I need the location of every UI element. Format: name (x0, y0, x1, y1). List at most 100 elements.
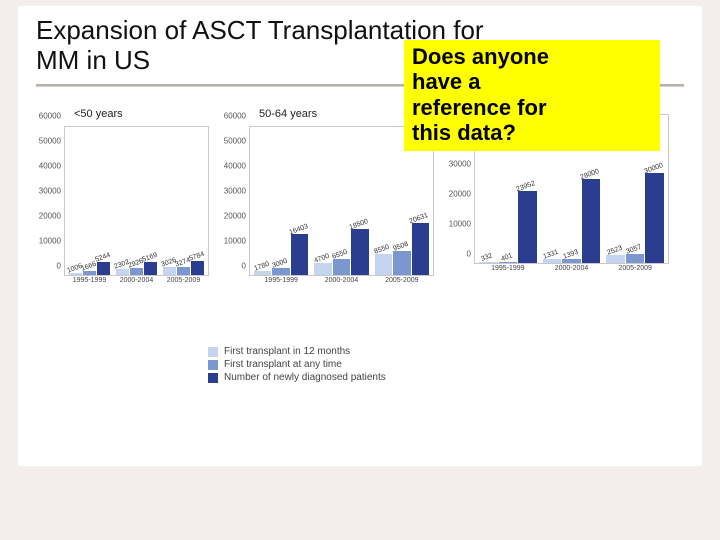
x-group-label: 2000-2004 (120, 277, 153, 284)
y-tick-label: 50000 (39, 137, 61, 146)
y-axis: 0100002000030000400005000060000 (210, 127, 248, 275)
bar-value-label: 1780 (253, 260, 270, 272)
y-tick-label: 0 (242, 262, 246, 271)
bar: 18500 (351, 229, 368, 275)
x-group-label: 1995-1999 (491, 265, 524, 272)
chart-panel: <50 years0100002000030000400005000060000… (24, 108, 209, 338)
y-tick-label: 10000 (39, 237, 61, 246)
bar: 3274 (177, 267, 190, 275)
bar-value-label: 5784 (188, 250, 205, 262)
bar: 2302 (116, 269, 129, 275)
x-group-label: 1995-1999 (73, 277, 106, 284)
bar-value-label: 30000 (643, 162, 664, 175)
y-tick-label: 40000 (224, 162, 246, 171)
legend-swatch (208, 347, 218, 357)
bar: 401 (499, 262, 518, 263)
bar: 3057 (626, 254, 645, 263)
bar-value-label: 1666 (80, 261, 97, 273)
x-group-label: 1995-1999 (264, 277, 297, 284)
note-line-3: reference for (412, 95, 652, 120)
bar-group: 17803000164031995-1999 (254, 127, 308, 275)
bar-group: 1006166652441995-1999 (69, 127, 110, 275)
chart-plot-area: 0100002000030000400005000060000100616665… (64, 126, 209, 276)
legend-label: Number of newly diagnosed patients (224, 372, 386, 383)
x-group-label: 2005-2009 (385, 277, 418, 284)
bar-value-label: 20631 (409, 213, 430, 226)
bar-group: 47006550185002000-2004 (314, 127, 368, 275)
y-tick-label: 20000 (39, 212, 61, 221)
bar-value-label: 2523 (606, 245, 623, 257)
bar: 1780 (254, 271, 271, 275)
chart-panel: 50-64 years01000020000300004000050000600… (209, 108, 434, 338)
y-axis: 0100002000030000400005000060000 (25, 127, 63, 275)
bar: 332 (479, 262, 498, 263)
bar: 20631 (412, 223, 429, 275)
bar: 3000 (272, 268, 289, 276)
bar: 2926 (130, 268, 143, 275)
bar: 9508 (393, 251, 410, 275)
legend-label: First transplant in 12 months (224, 346, 350, 357)
legend-label: First transplant at any time (224, 359, 342, 370)
bar-value-label: 401 (500, 252, 513, 263)
y-tick-label: 20000 (224, 212, 246, 221)
y-tick-label: 20000 (449, 190, 471, 199)
bar-group: 2302292651692000-2004 (116, 127, 157, 275)
bar-value-label: 332 (480, 252, 493, 263)
bar: 2523 (606, 255, 625, 263)
y-tick-label: 0 (467, 250, 471, 259)
panel-title: <50 years (74, 108, 209, 120)
bar: 8550 (375, 254, 392, 275)
bar: 30000 (645, 173, 664, 263)
bar: 1393 (562, 259, 581, 263)
bar-value-label: 3000 (271, 257, 288, 269)
y-tick-label: 10000 (449, 220, 471, 229)
bar-value-label: 3057 (625, 244, 642, 256)
bar-value-label: 23952 (516, 180, 537, 193)
y-tick-label: 60000 (39, 112, 61, 121)
bar: 5784 (191, 261, 204, 275)
x-group-label: 2005-2009 (167, 277, 200, 284)
bar: 4700 (314, 263, 331, 275)
chart-legend: First transplant in 12 months First trans… (208, 346, 386, 385)
y-tick-label: 60000 (224, 112, 246, 121)
bar: 1666 (83, 271, 96, 275)
bar-value-label: 6550 (332, 248, 349, 260)
bar-value-label: 1393 (562, 249, 579, 261)
bar: 28000 (582, 179, 601, 263)
y-tick-label: 10000 (224, 237, 246, 246)
bar-value-label: 28000 (580, 168, 601, 181)
bar-value-label: 5244 (94, 252, 111, 264)
bar-value-label: 4700 (313, 253, 330, 265)
y-tick-label: 0 (57, 262, 61, 271)
legend-item: First transplant at any time (208, 359, 386, 370)
bar: 5169 (144, 262, 157, 275)
bar-value-label: 1331 (542, 249, 559, 261)
bar-groups: 1006166652441995-19992302292651692000-20… (65, 127, 208, 275)
bar: 6550 (333, 259, 350, 275)
bar-value-label: 5169 (141, 252, 158, 264)
y-tick-label: 40000 (39, 162, 61, 171)
y-tick-label: 50000 (224, 137, 246, 146)
bar: 5244 (97, 262, 110, 275)
x-group-label: 2005-2009 (618, 265, 651, 272)
x-group-label: 2000-2004 (555, 265, 588, 272)
note-line-1: Does anyone (412, 44, 652, 69)
bar: 1006 (69, 273, 82, 276)
bar-value-label: 9508 (392, 241, 409, 253)
legend-swatch (208, 373, 218, 383)
legend-item: First transplant in 12 months (208, 346, 386, 357)
bar-value-label: 8550 (374, 243, 391, 255)
x-group-label: 2000-2004 (325, 277, 358, 284)
bar: 1331 (543, 259, 562, 263)
y-tick-label: 30000 (39, 187, 61, 196)
note-line-4: this data? (412, 120, 652, 145)
bar-value-label: 16403 (288, 223, 309, 236)
comment-sticky-note: Does anyone have a reference for this da… (404, 40, 660, 151)
bar-group: 3026327457842005-2009 (163, 127, 204, 275)
bar: 16403 (291, 234, 308, 275)
legend-item: Number of newly diagnosed patients (208, 372, 386, 383)
y-tick-label: 30000 (224, 187, 246, 196)
note-line-2: have a (412, 69, 652, 94)
y-tick-label: 30000 (449, 160, 471, 169)
bar: 23952 (518, 191, 537, 263)
